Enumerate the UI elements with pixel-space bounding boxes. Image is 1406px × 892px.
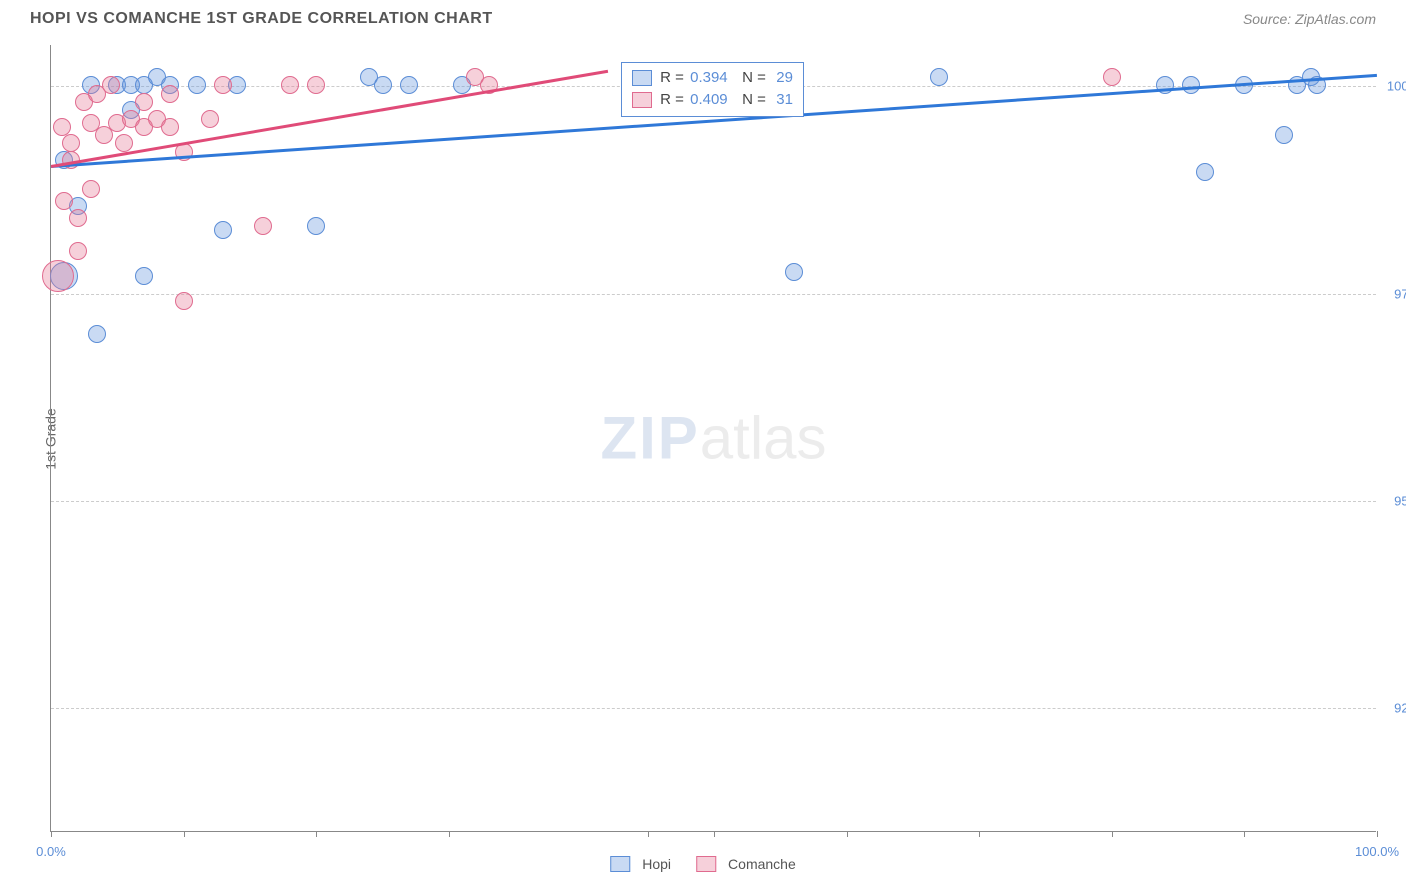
watermark-atlas: atlas bbox=[700, 405, 827, 472]
stats-legend: R = 0.394 N = 29R = 0.409 N = 31 bbox=[621, 62, 804, 117]
stats-legend-row: R = 0.409 N = 31 bbox=[632, 89, 793, 112]
data-point bbox=[374, 76, 392, 94]
stat-N-label: N = bbox=[730, 67, 770, 90]
x-tick bbox=[316, 831, 317, 837]
data-point bbox=[785, 263, 803, 281]
plot-region: ZIPatlas 92.5%95.0%97.5%100.0%0.0%100.0%… bbox=[50, 45, 1376, 832]
legend-label-hopi: Hopi bbox=[642, 856, 671, 872]
x-tick bbox=[1377, 831, 1378, 837]
stat-R-value: 0.409 bbox=[690, 89, 728, 112]
data-point bbox=[307, 217, 325, 235]
x-tick-label: 100.0% bbox=[1355, 844, 1399, 859]
stat-N-label: N = bbox=[730, 89, 770, 112]
y-tick-label: 92.5% bbox=[1394, 700, 1406, 715]
x-tick bbox=[648, 831, 649, 837]
bottom-legend: Hopi Comanche bbox=[610, 856, 796, 872]
data-point bbox=[175, 292, 193, 310]
gridline bbox=[51, 294, 1376, 295]
data-point bbox=[307, 76, 325, 94]
legend-swatch-hopi bbox=[610, 856, 630, 872]
stats-swatch bbox=[632, 92, 652, 108]
stat-R-label: R = bbox=[660, 89, 688, 112]
data-point bbox=[1196, 163, 1214, 181]
data-point bbox=[53, 118, 71, 136]
legend-item-comanche: Comanche bbox=[696, 856, 796, 872]
data-point bbox=[69, 209, 87, 227]
stat-R-label: R = bbox=[660, 67, 688, 90]
gridline bbox=[51, 501, 1376, 502]
stat-R-value: 0.394 bbox=[690, 67, 728, 90]
x-tick bbox=[184, 831, 185, 837]
y-tick-label: 97.5% bbox=[1394, 286, 1406, 301]
x-tick bbox=[1244, 831, 1245, 837]
data-point bbox=[115, 134, 133, 152]
stats-swatch bbox=[632, 70, 652, 86]
x-tick bbox=[1112, 831, 1113, 837]
x-tick-label: 0.0% bbox=[36, 844, 66, 859]
data-point bbox=[135, 267, 153, 285]
data-point bbox=[102, 76, 120, 94]
x-tick bbox=[847, 831, 848, 837]
gridline bbox=[51, 708, 1376, 709]
data-point bbox=[1156, 76, 1174, 94]
legend-label-comanche: Comanche bbox=[728, 856, 796, 872]
data-point bbox=[1275, 126, 1293, 144]
data-point bbox=[254, 217, 272, 235]
x-tick bbox=[51, 831, 52, 837]
chart-header: HOPI VS COMANCHE 1ST GRADE CORRELATION C… bbox=[0, 0, 1406, 33]
data-point bbox=[188, 76, 206, 94]
data-point bbox=[69, 242, 87, 260]
data-point bbox=[281, 76, 299, 94]
y-tick-label: 100.0% bbox=[1387, 79, 1406, 94]
data-point bbox=[88, 325, 106, 343]
data-point bbox=[82, 180, 100, 198]
x-tick bbox=[449, 831, 450, 837]
data-point bbox=[42, 260, 74, 292]
data-point bbox=[400, 76, 418, 94]
data-point bbox=[161, 118, 179, 136]
x-tick bbox=[979, 831, 980, 837]
data-point bbox=[62, 134, 80, 152]
legend-swatch-comanche bbox=[696, 856, 716, 872]
stats-legend-row: R = 0.394 N = 29 bbox=[632, 67, 793, 90]
watermark-zip: ZIP bbox=[600, 405, 699, 472]
chart-source: Source: ZipAtlas.com bbox=[1243, 11, 1376, 27]
chart-area: 1st Grade ZIPatlas 92.5%95.0%97.5%100.0%… bbox=[50, 45, 1376, 832]
watermark: ZIPatlas bbox=[600, 404, 826, 473]
stat-N-value: 29 bbox=[772, 67, 793, 90]
data-point bbox=[214, 221, 232, 239]
data-point bbox=[135, 93, 153, 111]
legend-item-hopi: Hopi bbox=[610, 856, 671, 872]
data-point bbox=[161, 85, 179, 103]
stat-N-value: 31 bbox=[772, 89, 793, 112]
data-point bbox=[55, 192, 73, 210]
data-point bbox=[930, 68, 948, 86]
y-tick-label: 95.0% bbox=[1394, 493, 1406, 508]
x-tick bbox=[714, 831, 715, 837]
data-point bbox=[214, 76, 232, 94]
chart-title: HOPI VS COMANCHE 1ST GRADE CORRELATION C… bbox=[30, 10, 493, 28]
data-point bbox=[201, 110, 219, 128]
data-point bbox=[1103, 68, 1121, 86]
